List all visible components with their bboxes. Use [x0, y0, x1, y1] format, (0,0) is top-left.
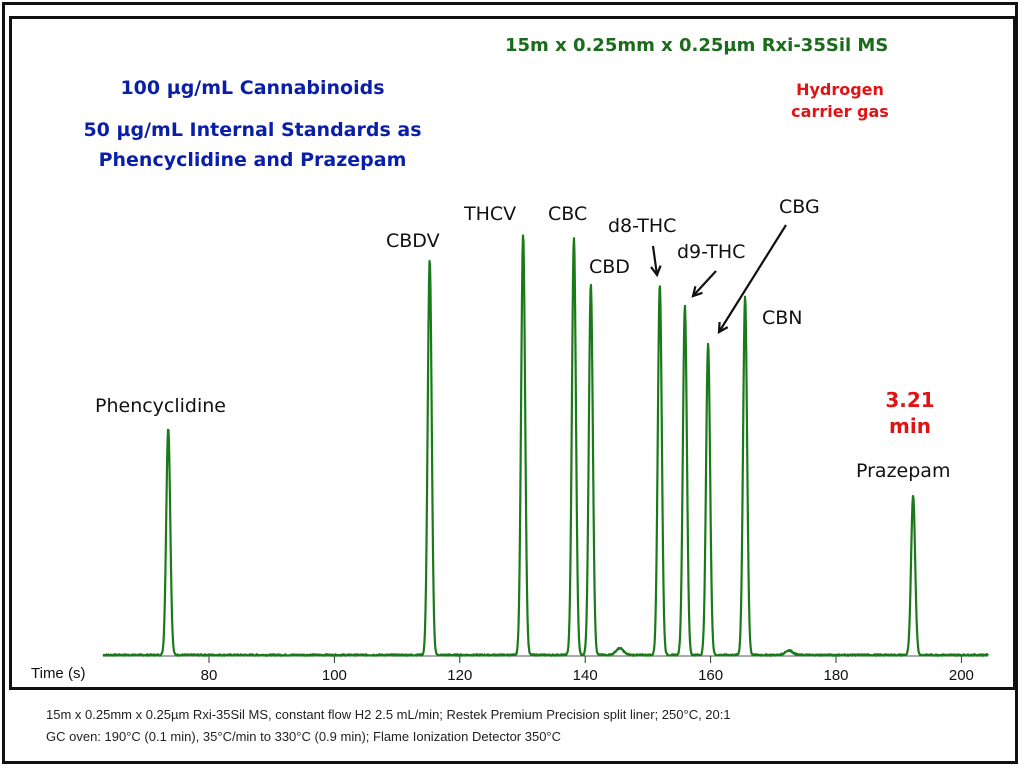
- arrowhead-icon: [650, 265, 662, 278]
- peak-label-prazepam: Prazepam: [856, 460, 951, 482]
- x-axis: 80 100 120 140 160 180 200: [103, 655, 988, 684]
- carrier-gas-line2: carrier gas: [791, 102, 889, 121]
- peak-label-d8-thc: d8-THC: [608, 215, 677, 237]
- peak-label-thcv: THCV: [464, 203, 517, 225]
- peak-label-cbc: CBC: [548, 203, 588, 225]
- chromatogram-panel: [9, 16, 1016, 690]
- arrowhead-icon: [691, 286, 703, 298]
- sample-title-line2: 50 µg/mL Internal Standards as: [83, 119, 422, 141]
- arrow-icon: [718, 224, 787, 333]
- peak-label-cbn: CBN: [762, 307, 803, 329]
- x-tick-label: 120: [447, 667, 472, 684]
- x-tick-label: 100: [322, 667, 347, 684]
- method-conditions-line1: 15m x 0.25mm x 0.25µm Rxi-35Sil MS, cons…: [46, 707, 731, 722]
- peak-label-cbd: CBD: [589, 256, 630, 278]
- column-title: 15m x 0.25mm x 0.25µm Rxi-35Sil MS: [505, 35, 889, 56]
- x-tick-label: 160: [698, 667, 723, 684]
- sample-title-line3: Phencyclidine and Prazepam: [98, 149, 407, 171]
- method-conditions-line2: GC oven: 190°C (0.1 min), 35°C/min to 33…: [46, 729, 562, 744]
- chromatogram-trace: [102, 234, 989, 657]
- peak-label-cbdv: CBDV: [386, 230, 440, 252]
- x-tick-label: 140: [573, 667, 598, 684]
- peak-label-phencyclidine: Phencyclidine: [95, 395, 226, 417]
- peak-label-cbg: CBG: [779, 196, 820, 218]
- arrowhead-icon: [717, 321, 729, 334]
- sample-title-line1: 100 µg/mL Cannabinoids: [120, 77, 385, 99]
- x-tick-label: 200: [949, 667, 974, 684]
- peak-arrows: [650, 224, 787, 334]
- peak-label-d9-thc: d9-THC: [677, 241, 746, 263]
- arrow-icon: [651, 245, 659, 276]
- x-tick-label: 180: [823, 667, 848, 684]
- arrow-icon: [692, 270, 717, 297]
- carrier-gas-line1: Hydrogen: [796, 80, 884, 99]
- x-tick-label: 80: [201, 667, 218, 684]
- run-time-value: 3.21: [885, 388, 935, 412]
- run-time-unit: min: [889, 414, 931, 438]
- x-axis-label: Time (s): [31, 665, 86, 682]
